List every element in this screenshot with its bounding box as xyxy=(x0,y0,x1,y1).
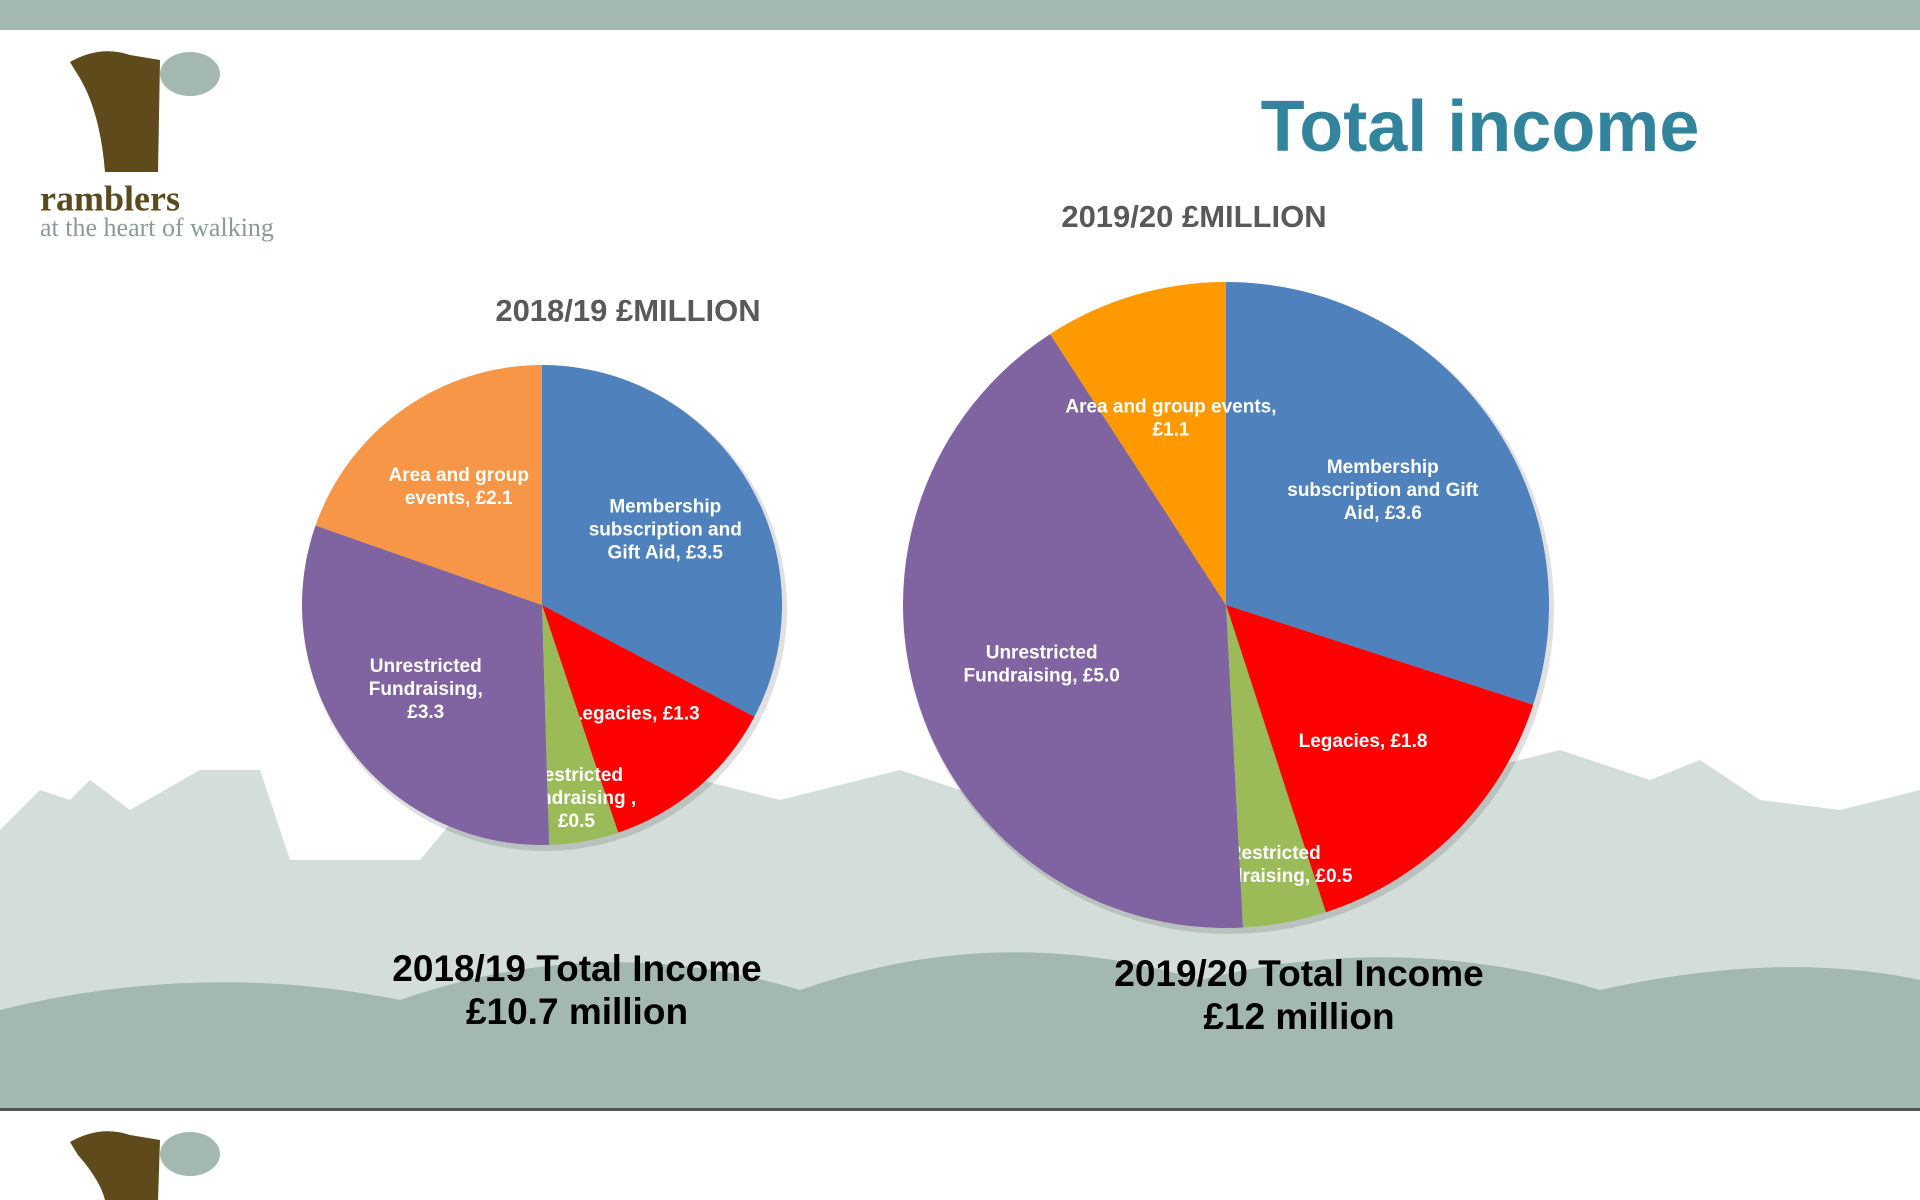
data-label: Unrestricted Fundraising, £3.3 xyxy=(369,656,483,723)
pie-slice xyxy=(542,605,619,845)
total-annotation: £10.7 million xyxy=(466,991,688,1032)
total-annotation: 2018/19 Total Income xyxy=(392,948,761,989)
data-label: Legacies, £1.3 xyxy=(571,704,700,725)
data-label: Area and group events, £2.1 xyxy=(389,465,529,509)
pie-slice xyxy=(301,525,550,845)
pie-slice xyxy=(903,334,1243,929)
pie-slice xyxy=(1226,282,1549,705)
pie-slice xyxy=(1226,605,1326,928)
pie-slice xyxy=(315,365,542,605)
logo xyxy=(70,51,220,172)
slide-border xyxy=(0,1108,1920,1111)
pie-slice xyxy=(542,605,755,833)
slide-title: Total income xyxy=(1261,87,1700,167)
data-label: Area and group events, £1.1 xyxy=(1065,397,1276,441)
data-label: Membership subscription and Gift Aid, £3.6 xyxy=(1287,457,1479,524)
next-slide-logo xyxy=(70,1131,220,1200)
data-label: Legacies, £1.8 xyxy=(1299,731,1428,752)
data-label: Unrestricted Fundraising, £5.0 xyxy=(964,642,1120,686)
logo-tagline: at the heart of walking xyxy=(40,213,274,242)
pie-slice xyxy=(1050,282,1226,605)
total-annotation: 2019/20 Total Income xyxy=(1114,953,1483,994)
chart-title: 2018/19 £MILLION xyxy=(495,293,760,328)
chart-title: 2019/20 £MILLION xyxy=(1061,199,1326,234)
total-annotation: £12 million xyxy=(1203,996,1394,1037)
top-band xyxy=(0,0,1920,30)
data-label: Membership subscription and Gift Aid, £3.5 xyxy=(589,497,742,564)
pie-slice xyxy=(542,365,782,717)
logo-name: ramblers xyxy=(40,178,180,218)
pie-slice xyxy=(1226,605,1534,913)
